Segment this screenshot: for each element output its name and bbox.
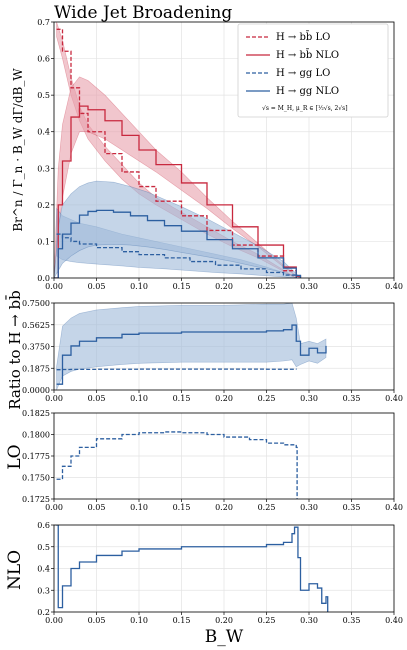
x-tick-label: 0.00 [45, 394, 63, 403]
main-panel: 0.00 0.05 0.10 0.15 0.20 0.25 0.30 0.35 0.40 0.0 0… [37, 18, 403, 291]
x-tick-label: 0.35 [343, 282, 361, 291]
x-tick-label: 0.40 [385, 394, 403, 403]
uncertainty-band [54, 76, 301, 278]
x-tick-label: 0.25 [258, 394, 276, 403]
x-tick-label: 0.05 [88, 282, 106, 291]
plot-frame [53, 524, 395, 613]
x-tick-label: 0.05 [88, 616, 106, 625]
plot-frame [53, 21, 395, 279]
plot-area [55, 525, 329, 612]
uncertainty-band [56, 303, 327, 390]
x-tick-label: 0.05 [88, 503, 106, 512]
x-tick-label: 0.35 [343, 394, 361, 403]
x-tick-label: 0.00 [45, 616, 63, 625]
y-tick-label: 0.2 [37, 608, 50, 617]
legend-label-gg-nlo: H → gg NLO [276, 86, 339, 97]
legend: H → bb̄ LO H → bb̄ NLO H → gg LO H → gg … [237, 23, 389, 118]
y-tick-label: 0.5 [37, 91, 50, 100]
series-line [56, 324, 327, 385]
lo-ylabel: LO [5, 444, 25, 469]
x-axis-label: B_W [205, 627, 244, 647]
x-tick-label: 0.30 [300, 616, 318, 625]
y-tick-label: 0.0000 [22, 386, 50, 395]
series-line [56, 431, 298, 499]
x-tick-label: 0.20 [215, 616, 233, 625]
y-tick-label: 0.3750 [22, 343, 50, 352]
x-tick-label: 0.10 [130, 394, 148, 403]
series-line [56, 233, 297, 278]
lo-ratio-panel: 0.00 0.05 0.10 0.15 0.20 0.25 0.30 0.35 0.40 0.17… [22, 409, 403, 512]
series-line [56, 368, 297, 371]
y-tick-label: 0.4 [37, 565, 50, 574]
y-tick-label: 0.5 [37, 543, 50, 552]
x-tick-label: 0.30 [300, 394, 318, 403]
x-tick-label: 0.20 [215, 394, 233, 403]
nlo-ylabel: NLO [5, 550, 25, 590]
x-tick-label: 0.00 [45, 282, 63, 291]
x-tick-label: 0.15 [173, 394, 191, 403]
uncertainty-band [54, 180, 301, 278]
y-tick-label: 0.3 [37, 164, 50, 173]
ratio-panel: 0.00 0.05 0.10 0.15 0.20 0.25 0.30 0.35 0.40 0.00… [22, 299, 403, 403]
plot-area [54, 22, 302, 278]
y-tick-label: 0.1725 [22, 495, 50, 504]
nlo-ratio-panel: 0.00 0.05 0.10 0.15 0.20 0.25 0.30 0.35 0.40 0.2 0… [37, 521, 403, 625]
legend-label-bb-lo: H → bb̄ LO [276, 31, 330, 43]
plot-frame [53, 302, 395, 391]
x-tick-label: 0.15 [173, 503, 191, 512]
y-tick-label: 0.1825 [22, 409, 50, 418]
legend-label-gg-lo: H → gg LO [276, 68, 330, 79]
x-tick-label: 0.40 [385, 503, 403, 512]
plot-frame [53, 412, 395, 500]
x-tick-label: 0.15 [173, 282, 191, 291]
chart-title: Wide Jet Broadening [54, 3, 232, 23]
x-tick-label: 0.35 [343, 503, 361, 512]
x-tick-label: 0.20 [215, 282, 233, 291]
plot-area [56, 303, 327, 390]
x-tick-label: 0.20 [215, 503, 233, 512]
x-tick-label: 0.30 [300, 282, 318, 291]
series-line [54, 209, 302, 278]
x-tick-label: 0.35 [343, 616, 361, 625]
y-tick-label: 0.5625 [22, 321, 50, 330]
y-tick-label: 0.6 [37, 521, 50, 530]
y-tick-label: 0.0 [37, 274, 50, 283]
x-tick-label: 0.40 [385, 616, 403, 625]
y-tick-label: 0.7500 [22, 299, 50, 308]
y-tick-label: 0.1 [37, 237, 50, 246]
x-tick-label: 0.40 [385, 282, 403, 291]
x-tick-label: 0.00 [45, 503, 63, 512]
main-ylabel: Br^n / Γ_n · B_W dΓ/dB_W [11, 68, 25, 232]
y-tick-label: 0.1775 [22, 452, 50, 461]
x-tick-label: 0.10 [130, 616, 148, 625]
y-tick-label: 0.1750 [22, 474, 50, 483]
x-tick-label: 0.05 [88, 394, 106, 403]
ratio-ylabel: Ratio to H → bb̄ [6, 290, 24, 409]
x-tick-label: 0.10 [130, 282, 148, 291]
series-line [55, 525, 329, 612]
series-line [54, 105, 302, 278]
y-tick-label: 0.4 [37, 128, 50, 137]
legend-note: √s = M_H, μ_R ∈ [½√s, 2√s] [262, 105, 348, 112]
y-tick-label: 0.1875 [22, 364, 50, 373]
y-tick-label: 0.3 [37, 586, 50, 595]
plot-area [56, 431, 298, 499]
x-tick-label: 0.15 [173, 616, 191, 625]
x-tick-label: 0.25 [258, 503, 276, 512]
x-tick-label: 0.10 [130, 503, 148, 512]
x-tick-label: 0.25 [258, 282, 276, 291]
legend-label-bb-nlo: H → bb̄ NLO [276, 49, 339, 61]
y-tick-label: 0.7 [37, 18, 50, 27]
x-tick-label: 0.30 [300, 503, 318, 512]
x-tick-label: 0.25 [258, 616, 276, 625]
y-tick-label: 0.2 [37, 201, 50, 210]
y-tick-label: 0.6 [37, 55, 50, 64]
y-tick-label: 0.1800 [22, 431, 50, 440]
